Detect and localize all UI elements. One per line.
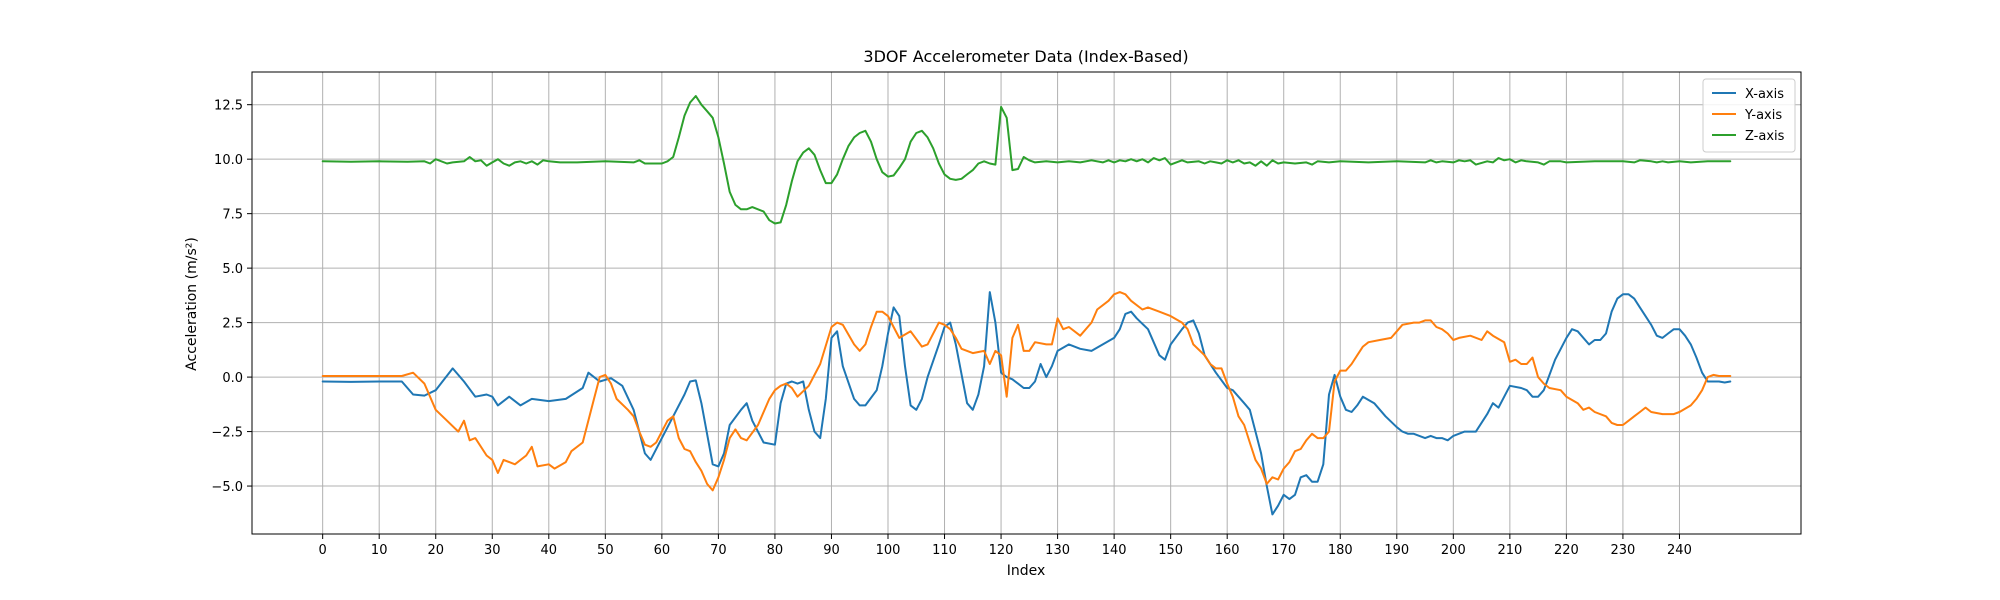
x-tick-label: 80 [767,543,784,558]
legend-label-y-axis: Y-axis [1744,108,1782,123]
y-tick-label: −5.0 [211,480,243,495]
x-tick-label: 100 [876,543,901,558]
x-tick-label: 180 [1328,543,1353,558]
y-tick-label: −2.5 [211,426,243,441]
x-tick-label: 90 [823,543,840,558]
x-axisseries-line [321,291,1732,516]
x-tick-label: 130 [1045,543,1070,558]
x-axis-label: Index [1007,563,1046,579]
legend: X-axis Y-axis Z-axis [1702,78,1796,153]
series-lines [321,95,1732,516]
x-tick-label: 0 [319,543,327,558]
x-tick-label: 190 [1384,543,1409,558]
y-axisseries-line [321,291,1732,492]
y-tick-label: 2.5 [222,317,243,332]
y-tick-label: 0.0 [222,371,243,386]
x-tick-label: 30 [484,543,501,558]
axis-ticks: 0 10 20 30 40 50 60 70 80 90 100 110 120 130 140 150 160… [211,99,1691,558]
x-tick-label: 140 [1102,543,1127,558]
x-tick-label: 20 [427,543,444,558]
x-tick-label: 60 [654,543,671,558]
x-tick-label: 160 [1215,543,1240,558]
chart-title: 3DOF Accelerometer Data (Index-Based) [863,47,1188,66]
x-tick-label: 40 [541,543,558,558]
x-tick-label: 70 [710,543,727,558]
x-tick-label: 120 [989,543,1014,558]
plot-frame [251,71,1802,535]
y-tick-label: 5.0 [222,262,243,277]
x-tick-label: 150 [1158,543,1183,558]
x-tick-label: 50 [597,543,614,558]
x-tick-label: 230 [1611,543,1636,558]
x-tick-label: 170 [1271,543,1296,558]
legend-frame [1702,78,1796,153]
x-tick-label: 110 [932,543,957,558]
x-tick-label: 10 [371,543,388,558]
x-tick-label: 220 [1554,543,1579,558]
x-tick-label: 240 [1667,543,1692,558]
x-tick-label: 200 [1441,543,1466,558]
x-tick-label: 210 [1497,543,1522,558]
y-axis-label: Acceleration (m/s²) [184,237,200,371]
y-tick-label: 10.0 [214,153,243,168]
legend-label-z-axis: Z-axis [1745,129,1785,144]
y-tick-label: 12.5 [214,99,243,114]
legend-label-x-axis: X-axis [1745,87,1784,102]
z-axisseries-line [321,95,1732,225]
y-tick-label: 7.5 [222,208,243,223]
grid-lines [252,72,1801,534]
